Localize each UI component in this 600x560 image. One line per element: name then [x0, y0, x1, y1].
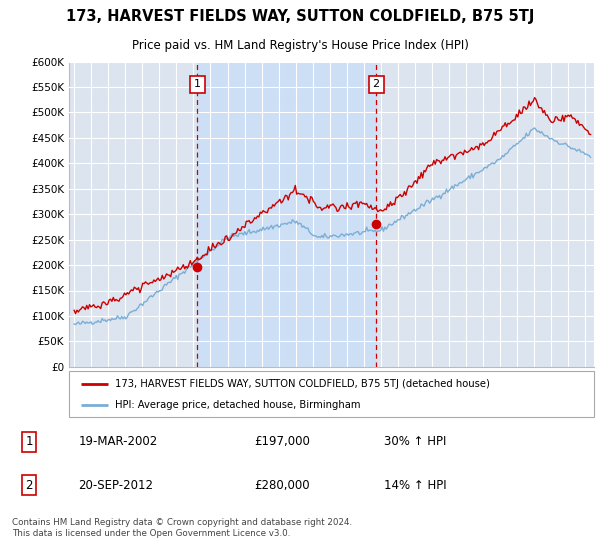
Text: 19-MAR-2002: 19-MAR-2002 — [78, 435, 157, 449]
Text: Contains HM Land Registry data © Crown copyright and database right 2024.
This d: Contains HM Land Registry data © Crown c… — [12, 518, 352, 538]
Text: 2: 2 — [373, 80, 380, 90]
Text: 2: 2 — [26, 479, 33, 492]
Text: 1: 1 — [26, 435, 33, 449]
Text: 173, HARVEST FIELDS WAY, SUTTON COLDFIELD, B75 5TJ: 173, HARVEST FIELDS WAY, SUTTON COLDFIEL… — [66, 9, 534, 24]
Text: HPI: Average price, detached house, Birmingham: HPI: Average price, detached house, Birm… — [115, 400, 361, 410]
Text: 173, HARVEST FIELDS WAY, SUTTON COLDFIELD, B75 5TJ (detached house): 173, HARVEST FIELDS WAY, SUTTON COLDFIEL… — [115, 379, 490, 389]
Text: 30% ↑ HPI: 30% ↑ HPI — [383, 435, 446, 449]
Text: £197,000: £197,000 — [254, 435, 310, 449]
Text: 14% ↑ HPI: 14% ↑ HPI — [383, 479, 446, 492]
Text: £280,000: £280,000 — [254, 479, 310, 492]
Text: 20-SEP-2012: 20-SEP-2012 — [78, 479, 153, 492]
Text: Price paid vs. HM Land Registry's House Price Index (HPI): Price paid vs. HM Land Registry's House … — [131, 39, 469, 53]
Bar — [197, 62, 376, 367]
Text: 1: 1 — [194, 80, 200, 90]
